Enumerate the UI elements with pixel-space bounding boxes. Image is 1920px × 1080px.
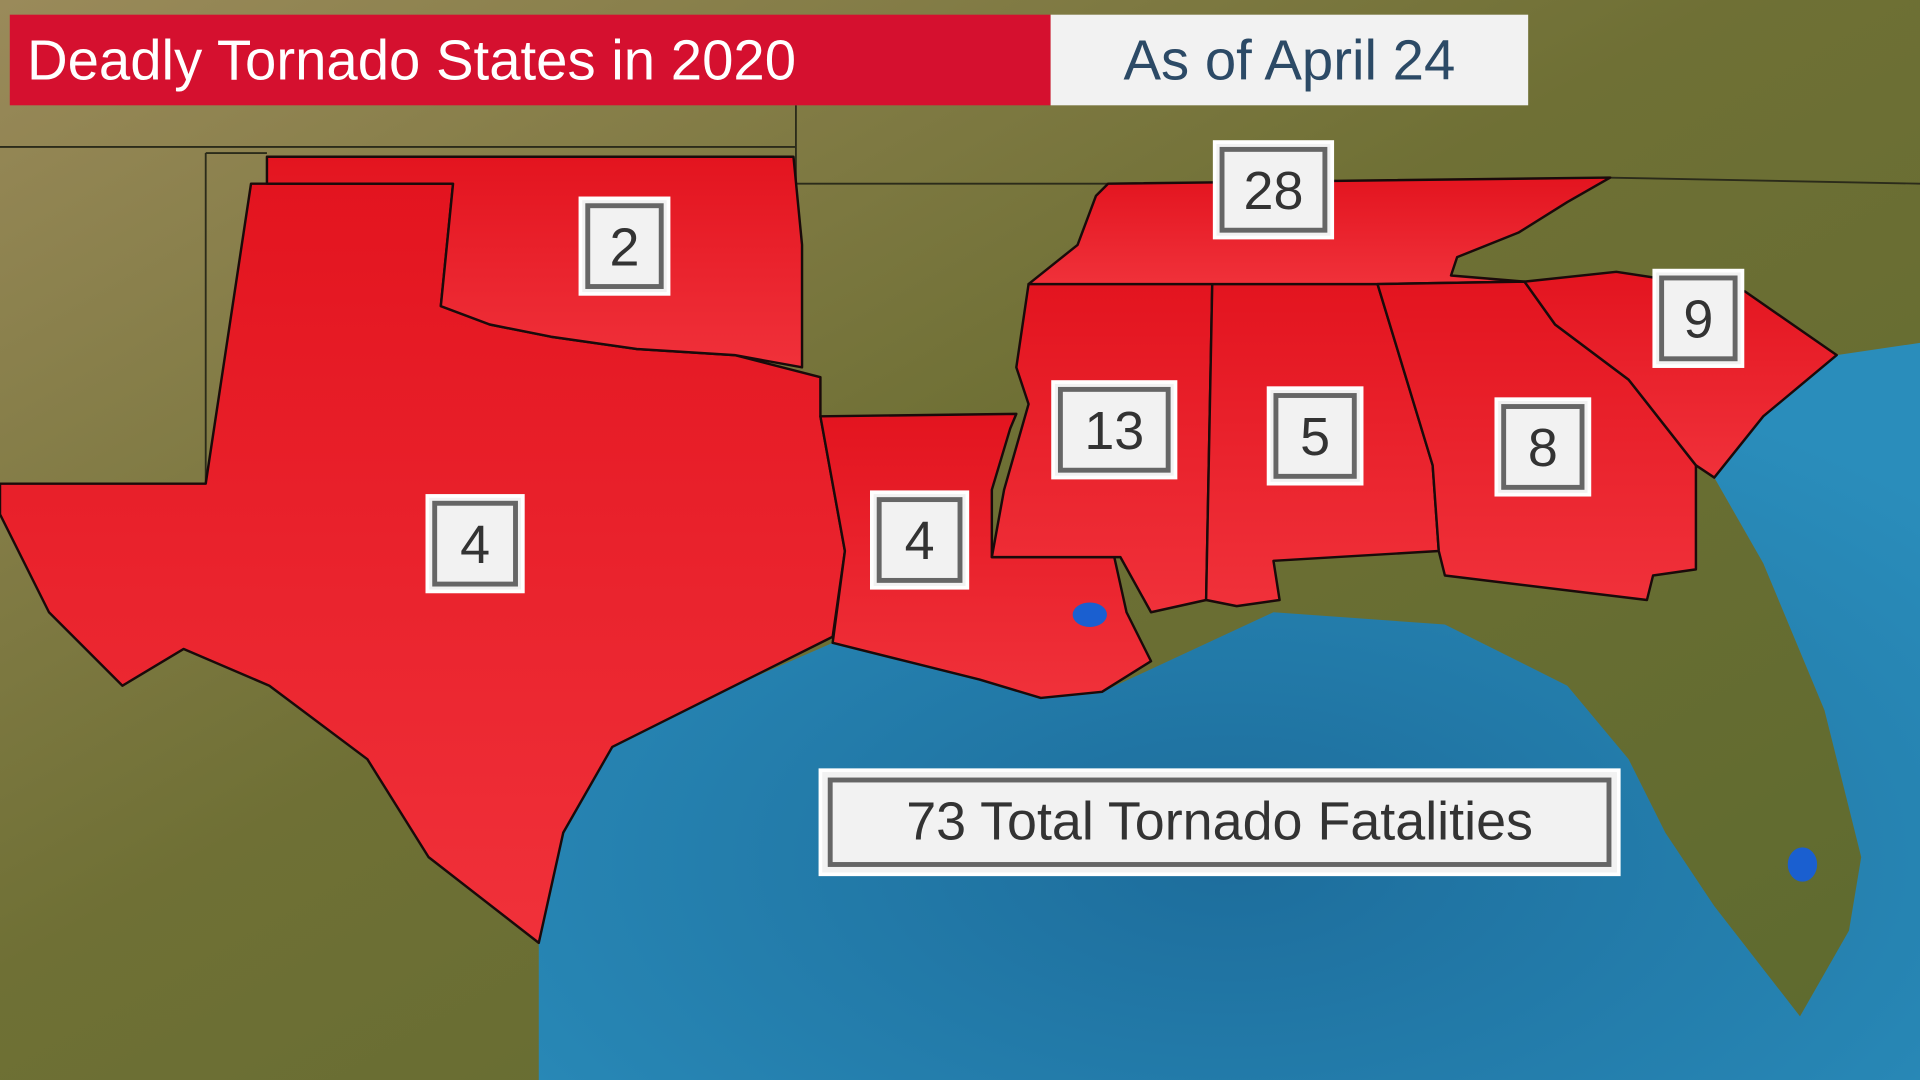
total-box-border	[827, 777, 1612, 867]
fatality-count: 9	[1683, 290, 1713, 350]
fatality-count: 13	[1084, 401, 1144, 461]
subtitle-bar	[1050, 14, 1529, 106]
fatality-count: 4	[905, 511, 935, 571]
label-box	[1051, 380, 1178, 480]
label-box-border	[1273, 393, 1357, 479]
label-box	[1494, 397, 1592, 497]
title-bar	[9, 14, 1051, 106]
total-label: 73 Total Tornado Fatalities	[906, 792, 1533, 852]
fatality-count: 5	[1300, 407, 1330, 467]
label-box	[1212, 140, 1335, 240]
subtitle: As of April 24	[1123, 29, 1455, 92]
fatality-count: 4	[460, 515, 490, 575]
label-box-border	[1219, 146, 1328, 233]
label-box	[425, 494, 525, 594]
label-box-border	[1057, 386, 1171, 473]
total-box	[818, 768, 1621, 877]
label-box-border	[1659, 275, 1738, 362]
state-louisiana	[819, 412, 1153, 700]
fatality-count: 28	[1244, 161, 1304, 221]
label-box	[578, 196, 671, 296]
fatality-count: 2	[610, 217, 640, 277]
label-box-border	[585, 203, 664, 289]
lake	[1072, 602, 1107, 627]
fatality-count: 8	[1528, 418, 1558, 478]
lake	[1787, 847, 1818, 882]
label-box-border	[1501, 404, 1585, 490]
label-box-border	[432, 500, 518, 587]
label-box	[1652, 268, 1745, 368]
state-labels: 2 4 4 13 5 8 9 28	[425, 140, 1745, 594]
title: Deadly Tornado States in 2020	[27, 29, 796, 92]
label-box-border	[876, 497, 963, 583]
label-box	[870, 490, 970, 590]
label-box	[1266, 386, 1364, 486]
ocean	[538, 342, 1920, 1080]
